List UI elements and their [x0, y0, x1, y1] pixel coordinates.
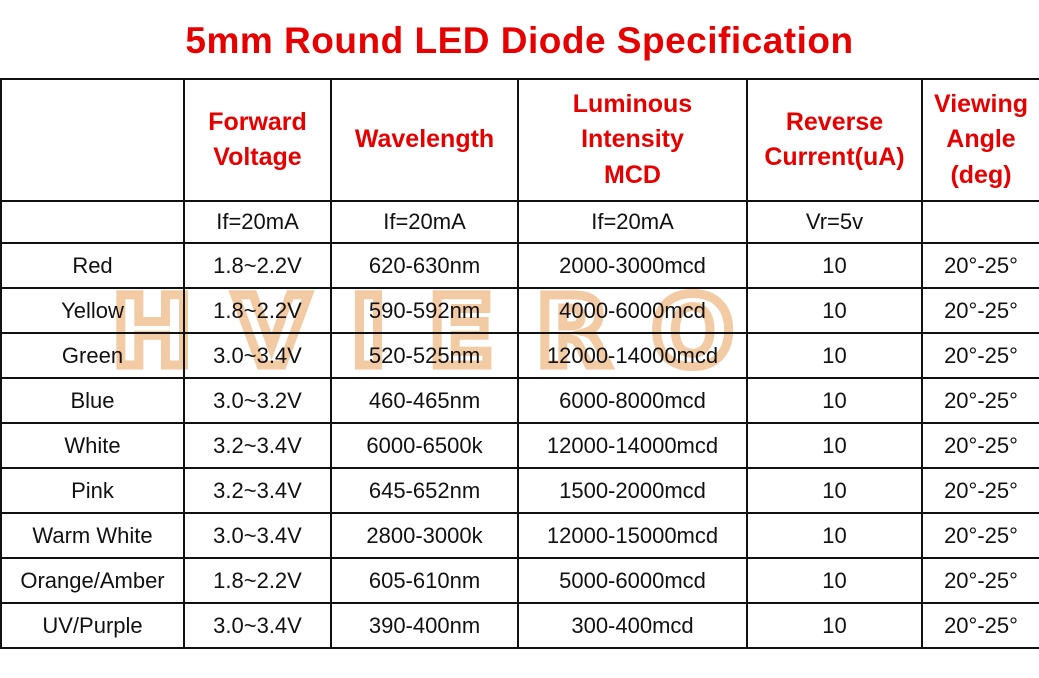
table-cell: 3.0~3.4V [183, 602, 332, 649]
table-cell: 10 [746, 242, 923, 289]
row-label: Green [0, 332, 185, 379]
table-cell: 605-610nm [330, 557, 519, 604]
spec-table: Forward Voltage Wavelength Luminous Intensit… [0, 78, 1039, 649]
table-row: UV/Purple 3.0~3.4V 390-400nm 300-400mcd 10 20… [0, 602, 1039, 649]
condition-cell: Vr=5v [746, 200, 923, 244]
table-cell: 20°-25° [921, 287, 1039, 334]
table-cell: 20°-25° [921, 377, 1039, 424]
table-cell: 10 [746, 332, 923, 379]
table-cell: 1500-2000mcd [517, 467, 748, 514]
column-header: Viewing Angle (deg) [921, 78, 1039, 202]
column-header: Luminous Intensity MCD [517, 78, 748, 202]
condition-cell: If=20mA [330, 200, 519, 244]
table-cell: 5000-6000mcd [517, 557, 748, 604]
table-cell: 6000-8000mcd [517, 377, 748, 424]
table-header-row: Forward Voltage Wavelength Luminous Intensit… [0, 78, 1039, 202]
table-cell: 645-652nm [330, 467, 519, 514]
table-cell: 10 [746, 287, 923, 334]
table-row: Green 3.0~3.4V 520-525nm 12000-14000mcd 10 20… [0, 332, 1039, 379]
column-header: Forward Voltage [183, 78, 332, 202]
column-header: Wavelength [330, 78, 519, 202]
table-cell: 520-525nm [330, 332, 519, 379]
column-header: Reverse Current(uA) [746, 78, 923, 202]
table-cell: 10 [746, 377, 923, 424]
table-head: Forward Voltage Wavelength Luminous Intensit… [0, 78, 1039, 244]
table-row: Orange/Amber 1.8~2.2V 605-610nm 5000-6000mc… [0, 557, 1039, 604]
row-label-column-header [0, 78, 185, 202]
row-label: Warm White [0, 512, 185, 559]
page-title: 5mm Round LED Diode Specification [185, 20, 854, 61]
spec-table-wrap: HVIERO Forward Voltage Wavelength Luminous I… [0, 78, 1039, 649]
table-row: Pink 3.2~3.4V 645-652nm 1500-2000mcd 10 20°-2… [0, 467, 1039, 514]
condition-cell [0, 200, 185, 244]
table-cell: 20°-25° [921, 557, 1039, 604]
table-cell: 300-400mcd [517, 602, 748, 649]
table-row: Warm White 3.0~3.4V 2800-3000k 12000-15000m… [0, 512, 1039, 559]
table-cell: 3.2~3.4V [183, 422, 332, 469]
row-label: Blue [0, 377, 185, 424]
table-row: Blue 3.0~3.2V 460-465nm 6000-8000mcd 10 20°-2… [0, 377, 1039, 424]
table-cell: 3.0~3.4V [183, 332, 332, 379]
row-label: White [0, 422, 185, 469]
condition-cell: If=20mA [183, 200, 332, 244]
table-cell: 620-630nm [330, 242, 519, 289]
table-cell: 6000-6500k [330, 422, 519, 469]
condition-cell: If=20mA [517, 200, 748, 244]
table-row: Yellow 1.8~2.2V 590-592nm 4000-6000mcd 10 20°… [0, 287, 1039, 334]
table-cell: 10 [746, 467, 923, 514]
table-cell: 10 [746, 512, 923, 559]
table-cell: 4000-6000mcd [517, 287, 748, 334]
table-cell: 10 [746, 422, 923, 469]
table-cell: 20°-25° [921, 242, 1039, 289]
table-cell: 20°-25° [921, 467, 1039, 514]
table-cell: 3.2~3.4V [183, 467, 332, 514]
table-cell: 390-400nm [330, 602, 519, 649]
table-cell: 3.0~3.2V [183, 377, 332, 424]
table-cell: 1.8~2.2V [183, 287, 332, 334]
table-cell: 20°-25° [921, 332, 1039, 379]
table-row: White 3.2~3.4V 6000-6500k 12000-14000mcd 10 2… [0, 422, 1039, 469]
table-cell: 2800-3000k [330, 512, 519, 559]
table-cell: 2000-3000mcd [517, 242, 748, 289]
table-cell: 590-592nm [330, 287, 519, 334]
table-body: Red 1.8~2.2V 620-630nm 2000-3000mcd 10 20°-25… [0, 242, 1039, 649]
table-cell: 20°-25° [921, 512, 1039, 559]
table-cell: 20°-25° [921, 602, 1039, 649]
table-cell: 20°-25° [921, 422, 1039, 469]
table-cell: 12000-14000mcd [517, 332, 748, 379]
table-cell: 460-465nm [330, 377, 519, 424]
condition-cell [921, 200, 1039, 244]
table-cell: 3.0~3.4V [183, 512, 332, 559]
table-cell: 10 [746, 602, 923, 649]
table-cell: 1.8~2.2V [183, 242, 332, 289]
table-cell: 12000-15000mcd [517, 512, 748, 559]
table-cell: 10 [746, 557, 923, 604]
table-cell: 1.8~2.2V [183, 557, 332, 604]
row-label: Pink [0, 467, 185, 514]
row-label: Orange/Amber [0, 557, 185, 604]
table-cell: 12000-14000mcd [517, 422, 748, 469]
row-label: Yellow [0, 287, 185, 334]
table-condition-row: If=20mA If=20mA If=20mA Vr=5v [0, 200, 1039, 244]
row-label: Red [0, 242, 185, 289]
table-row: Red 1.8~2.2V 620-630nm 2000-3000mcd 10 20°-25… [0, 242, 1039, 289]
row-label: UV/Purple [0, 602, 185, 649]
